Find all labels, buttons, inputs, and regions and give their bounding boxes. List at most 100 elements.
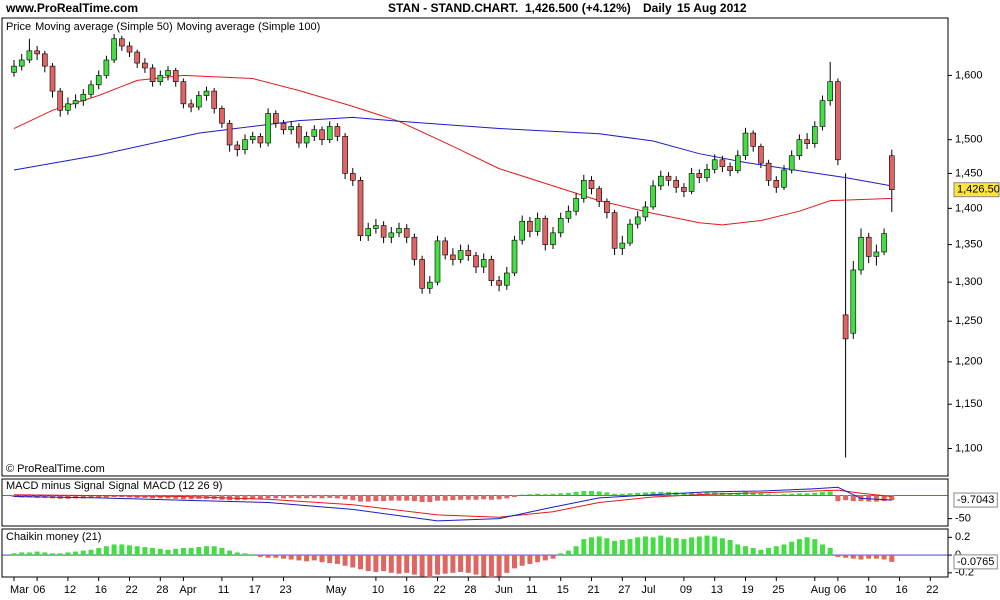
candle-body bbox=[180, 81, 187, 105]
histogram-bar bbox=[512, 495, 518, 497]
quote: 1,426.500 (+4.12%) bbox=[525, 1, 631, 15]
oscillator-bar bbox=[881, 555, 887, 560]
histogram-bar bbox=[150, 495, 156, 499]
oscillator-bar bbox=[519, 555, 525, 566]
oscillator-bar bbox=[481, 555, 487, 577]
legend-entry: Price bbox=[6, 21, 31, 33]
histogram-bar bbox=[689, 492, 695, 496]
histogram-bar bbox=[173, 495, 179, 499]
histogram-bar bbox=[758, 493, 764, 496]
histogram-bar bbox=[319, 495, 325, 499]
y-tick-label: 1,100 bbox=[955, 442, 983, 454]
candle-body bbox=[157, 75, 164, 82]
candle-body bbox=[573, 198, 579, 212]
oscillator-bar bbox=[658, 535, 664, 556]
oscillator-bar bbox=[419, 555, 425, 577]
oscillator-bar bbox=[504, 555, 510, 573]
x-tick-label: Mar bbox=[10, 584, 29, 596]
candle-body bbox=[249, 136, 256, 140]
oscillator-bar bbox=[342, 555, 348, 566]
candle-body bbox=[565, 210, 572, 219]
candle-body bbox=[42, 53, 48, 67]
candle-body bbox=[865, 236, 872, 257]
oscillator-bar bbox=[358, 555, 364, 570]
histogram-bar bbox=[535, 493, 541, 496]
candle-body bbox=[819, 100, 826, 127]
candle-body bbox=[665, 175, 672, 181]
oscillator-bar bbox=[204, 546, 210, 556]
last-value-label: -9.7043 bbox=[957, 494, 994, 506]
candle-body bbox=[172, 70, 179, 82]
x-tick-label: 06 bbox=[834, 584, 846, 596]
candle-body bbox=[773, 180, 780, 188]
oscillator-bar bbox=[427, 555, 433, 578]
oscillator-bar bbox=[612, 540, 618, 556]
candle-body bbox=[11, 65, 17, 73]
oscillator-bar bbox=[142, 547, 148, 556]
x-tick-label: 11 bbox=[218, 584, 229, 596]
candle-body bbox=[396, 228, 402, 234]
oscillator-bar bbox=[257, 555, 263, 557]
candle-body bbox=[611, 212, 618, 249]
histogram-bar bbox=[96, 495, 102, 498]
candle-body bbox=[342, 136, 348, 174]
site-name: www.ProRealTime.com bbox=[5, 1, 138, 15]
histogram-bar bbox=[311, 495, 317, 498]
oscillator-bar bbox=[227, 550, 233, 556]
oscillator-bar bbox=[843, 555, 849, 558]
candle-body bbox=[642, 206, 649, 218]
histogram-bar bbox=[843, 495, 849, 501]
candle-body bbox=[873, 251, 880, 257]
oscillator-bar bbox=[88, 549, 94, 556]
oscillator-bar bbox=[42, 552, 48, 556]
histogram-bar bbox=[766, 494, 772, 496]
histogram-bar bbox=[265, 495, 271, 499]
x-tick-label: 22 bbox=[126, 584, 138, 596]
candle-body bbox=[504, 272, 510, 286]
histogram-bar bbox=[435, 495, 441, 501]
footer: © ProRealTime.com bbox=[6, 463, 105, 475]
candle-body bbox=[203, 90, 210, 96]
histogram-bar bbox=[350, 495, 356, 501]
oscillator-bar bbox=[712, 536, 718, 556]
oscillator-bar bbox=[458, 555, 464, 572]
histogram-bar bbox=[588, 490, 594, 496]
oscillator-bar bbox=[665, 537, 671, 556]
candle-body bbox=[357, 180, 364, 237]
histogram-bar bbox=[304, 495, 310, 499]
histogram-bar bbox=[358, 495, 364, 502]
oscillator-bar bbox=[265, 555, 271, 558]
candle-body bbox=[527, 220, 533, 232]
histogram-bar bbox=[342, 495, 348, 500]
candle-body bbox=[557, 218, 564, 234]
histogram-bar bbox=[127, 495, 133, 498]
oscillator-bar bbox=[719, 538, 725, 556]
candle-body bbox=[750, 132, 756, 147]
candle-body bbox=[442, 240, 449, 256]
candle-body bbox=[457, 250, 464, 260]
oscillator-bar bbox=[750, 547, 756, 556]
histogram-bar bbox=[103, 495, 109, 498]
candle-body bbox=[804, 139, 810, 144]
histogram-bar bbox=[558, 493, 564, 496]
moving-average-line bbox=[13, 74, 892, 226]
last-value-box bbox=[953, 182, 1000, 198]
oscillator-bar bbox=[889, 555, 895, 562]
panel-frame bbox=[1, 478, 949, 527]
oscillator-bar bbox=[373, 555, 379, 572]
histogram-bar bbox=[419, 495, 425, 503]
histogram-bar bbox=[165, 495, 171, 499]
candle-body bbox=[711, 159, 718, 170]
oscillator-bar bbox=[535, 555, 541, 563]
histogram-bar bbox=[750, 492, 756, 496]
x-tick-label: 16 bbox=[95, 584, 107, 596]
x-tick-label: Jun bbox=[495, 584, 513, 596]
candle-body bbox=[450, 254, 456, 260]
histogram-bar bbox=[573, 491, 579, 496]
oscillator-bar bbox=[812, 539, 818, 556]
histogram-bar bbox=[427, 495, 433, 503]
oscillator-bar bbox=[766, 547, 772, 556]
oscillator-bar bbox=[635, 537, 641, 556]
candle-body bbox=[727, 166, 733, 171]
